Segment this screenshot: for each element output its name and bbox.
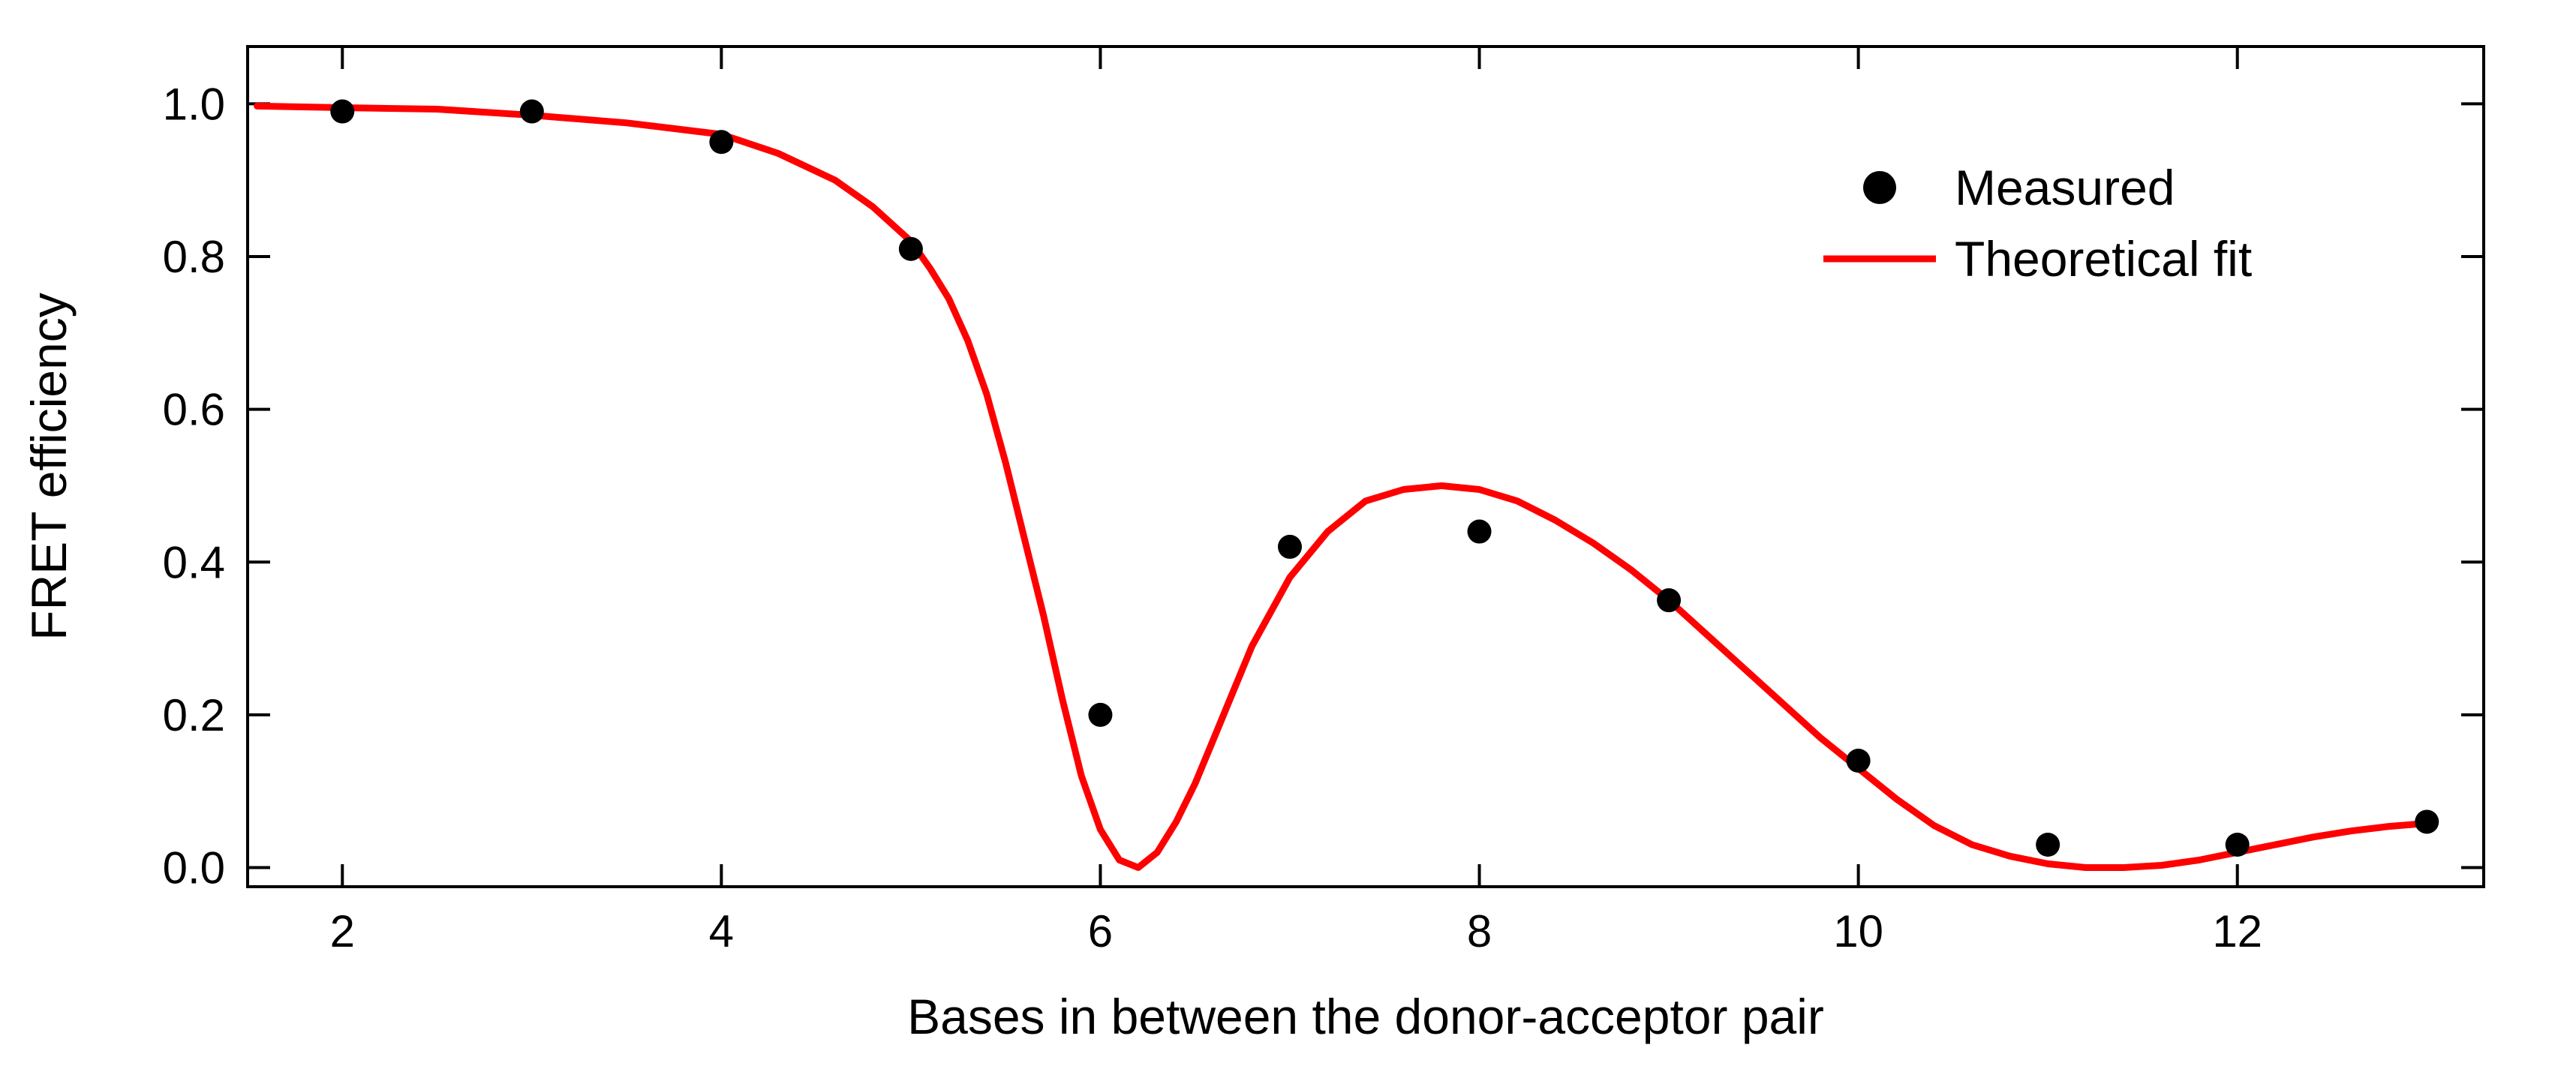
x-tick-label: 2 <box>330 906 355 956</box>
x-axis-title: Bases in between the donor-acceptor pair <box>907 989 1824 1044</box>
measured-point <box>2415 809 2439 834</box>
x-tick-label: 10 <box>1833 906 1883 956</box>
measured-point <box>2036 833 2060 857</box>
legend-marker-measured <box>1863 171 1896 204</box>
measured-point <box>1088 702 1113 727</box>
measured-point <box>898 236 923 261</box>
y-tick-label: 0.6 <box>163 385 225 435</box>
x-tick-label: 6 <box>1088 906 1113 956</box>
x-tick-label: 4 <box>709 906 734 956</box>
measured-point <box>1657 588 1682 613</box>
measured-point <box>519 99 544 124</box>
y-axis-title: FRET efficiency <box>21 293 77 640</box>
measured-point <box>1467 519 1492 544</box>
legend-label: Measured <box>1955 160 2175 215</box>
y-axis-ticks: 0.0 0.2 0.4 0.6 0.8 1.0 <box>163 79 2484 893</box>
y-tick-label: 0.0 <box>163 843 225 893</box>
x-tick-label: 8 <box>1467 906 1492 956</box>
y-tick-label: 0.2 <box>163 690 225 740</box>
measured-point <box>1277 534 1302 559</box>
legend-label: Theoretical fit <box>1955 231 2252 287</box>
legend: Measured Theoretical fit <box>1823 160 2252 287</box>
x-axis-ticks: 2 4 6 8 10 12 <box>330 47 2262 956</box>
series-layer <box>254 99 2439 871</box>
measured-point <box>709 130 734 155</box>
y-tick-label: 0.4 <box>163 537 225 587</box>
y-tick-label: 1.0 <box>163 79 225 129</box>
y-tick-label: 0.8 <box>163 232 225 282</box>
measured-point <box>330 99 355 124</box>
measured-point <box>2225 833 2250 857</box>
fit-line <box>254 102 2430 871</box>
x-tick-label: 12 <box>2212 906 2262 956</box>
measured-point <box>1846 749 1871 773</box>
plot-frame <box>246 45 2485 888</box>
